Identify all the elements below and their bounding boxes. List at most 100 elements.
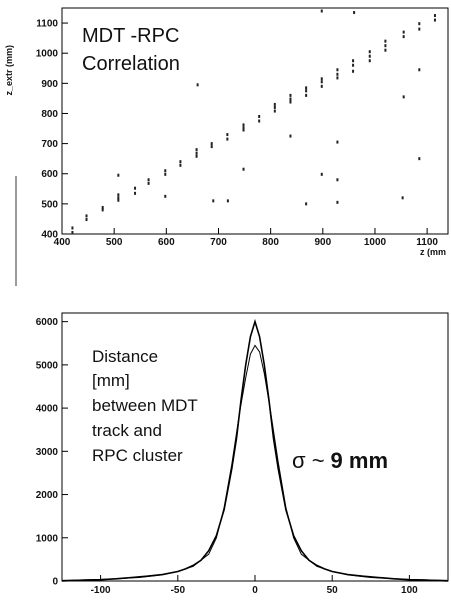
scatter-point [305, 93, 308, 97]
x-tick-label: 500 [106, 237, 123, 248]
x-tick-label: 900 [314, 237, 331, 248]
scatter-point [273, 102, 276, 106]
y-tick-label: 2000 [36, 490, 59, 501]
scatter-point [210, 145, 213, 149]
scatter-point [320, 77, 323, 81]
y-tick-label: 6000 [36, 317, 59, 328]
scatter-point [117, 198, 120, 202]
x-tick-label: -100 [91, 585, 111, 596]
scatter-point [401, 196, 404, 200]
y-tick-label: 800 [41, 109, 58, 120]
scatter-point [336, 72, 339, 76]
scatter-point [433, 14, 436, 18]
scatter-point [134, 186, 137, 190]
scatter-point [384, 39, 387, 43]
scatter-point [117, 196, 120, 200]
scatter-point [305, 89, 308, 93]
annotation-line-5: RPC cluster [92, 446, 183, 465]
x-axis-title: z (mm [420, 247, 446, 257]
y-axis-ticks: 400 500 600 700 800 900 1000 1100 [36, 19, 68, 241]
scatter-point [210, 142, 213, 146]
y-tick-label: 400 [41, 230, 58, 241]
y-tick-label: 4000 [36, 404, 59, 415]
annotation-line-2: Correlation [82, 53, 180, 75]
x-tick-label: 50 [327, 585, 339, 596]
scatter-point [117, 173, 120, 177]
scatter-point [402, 30, 405, 34]
sigma-value: 9 mm [331, 448, 388, 473]
sigma-prefix: σ ~ [292, 448, 325, 473]
scatter-point [273, 105, 276, 109]
scatter-point [226, 133, 229, 137]
scatter-point [353, 11, 356, 15]
y-tick-label: 500 [41, 199, 58, 210]
scatter-point [101, 205, 104, 209]
scatter-point [196, 83, 199, 87]
scatter-point [212, 199, 215, 203]
scatter-point [179, 163, 182, 167]
annotation-line-1: MDT -RPC [82, 25, 179, 47]
y-tick-label: 900 [41, 79, 58, 90]
scatter-point [320, 80, 323, 84]
scatter-point [164, 169, 167, 173]
scatter-point [147, 178, 150, 182]
scatter-point [418, 68, 421, 72]
scatter-point [289, 100, 292, 104]
x-tick-label: 100 [401, 585, 418, 596]
scatter-point [418, 22, 421, 26]
scatter-point [320, 9, 323, 13]
scatter-point [179, 160, 182, 164]
scatter-points [71, 9, 436, 234]
scatter-point [368, 50, 371, 54]
scatter-point [336, 178, 339, 182]
x-tick-label: 1100 [416, 237, 438, 248]
scatter-point [305, 86, 308, 90]
annotation-line-3: between MDT [92, 396, 198, 415]
x-tick-label: -50 [171, 585, 186, 596]
scatter-point [226, 199, 229, 203]
x-tick-label: 1000 [364, 237, 387, 248]
scatter-point [226, 137, 229, 141]
scatter-point [418, 157, 421, 161]
scatter-point [195, 151, 198, 155]
y-tick-label: 1000 [36, 533, 59, 544]
scatter-point [384, 48, 387, 52]
scatter-point [320, 172, 323, 176]
scatter-point [164, 194, 167, 198]
annotation-line-4: track and [92, 421, 162, 440]
scatter-point [101, 208, 104, 212]
scatter-point [242, 167, 245, 171]
scatter-point [336, 140, 339, 144]
scatter-point [289, 93, 292, 97]
scatter-point [289, 134, 292, 138]
annotation-line-1: Distance [92, 347, 158, 366]
y-axis-ticks: 0 1000 2000 3000 4000 5000 6000 [36, 317, 68, 588]
distribution-curves [61, 318, 449, 582]
scatter-point [402, 35, 405, 39]
y-tick-label: 0 [52, 577, 58, 588]
x-axis-ticks: 400 500 600 700 800 900 1000 1100 [54, 228, 438, 248]
data-curve [61, 344, 449, 581]
scatter-point [352, 59, 355, 63]
scatter-point [273, 109, 276, 113]
plot-frame [61, 7, 449, 235]
scatter-point [195, 148, 198, 152]
scatter-point [242, 126, 245, 130]
scatter-point [289, 97, 292, 101]
scatter-point [368, 54, 371, 58]
scatter-point [352, 63, 355, 67]
y-tick-label: 1000 [36, 49, 59, 60]
scatter-point [320, 84, 323, 88]
scatter-point [402, 95, 405, 99]
annotation-line-2: [mm] [92, 371, 130, 390]
scatter-point [258, 119, 261, 123]
x-tick-label: 700 [210, 237, 227, 248]
y-tick-label: 600 [41, 169, 58, 180]
scatter-point [242, 123, 245, 127]
x-tick-label: 600 [158, 237, 175, 248]
scatter-point [195, 154, 198, 158]
scatter-point [336, 200, 339, 204]
scatter-point [433, 18, 436, 22]
x-tick-label: 800 [262, 237, 279, 248]
